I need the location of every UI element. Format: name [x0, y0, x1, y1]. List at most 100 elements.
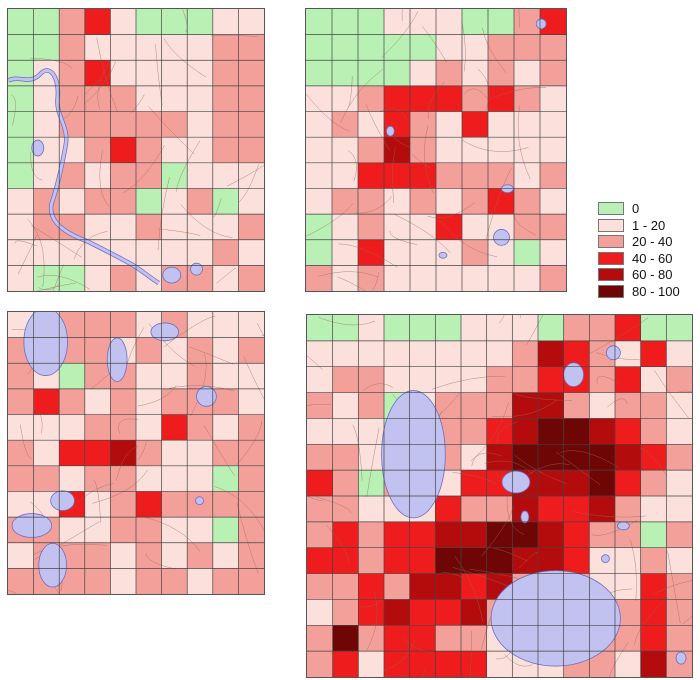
contour-line: [11, 94, 16, 126]
grid-cell: [332, 265, 359, 291]
lake: [438, 251, 448, 259]
grid-cell: [187, 214, 214, 241]
contour-line: [518, 551, 538, 569]
grid-cell: [540, 162, 566, 189]
contour-line: [337, 276, 366, 291]
grid-lines: [307, 315, 692, 677]
grid-cell: [212, 265, 239, 291]
grid-cell: [409, 599, 436, 626]
grid-cell: [615, 573, 641, 600]
grid-cell: [514, 265, 541, 291]
grid-cell: [486, 392, 513, 419]
lake: [150, 322, 180, 342]
grid-cell: [666, 599, 692, 626]
contour-line: [189, 346, 234, 365]
contour-line: [307, 355, 323, 370]
contour-line: [363, 383, 393, 391]
contour-line: [227, 164, 264, 187]
grid-cell: [187, 465, 214, 492]
legend-label: 20 - 40: [632, 234, 673, 250]
grid-cell: [332, 547, 359, 574]
grid-cell: [161, 137, 188, 164]
grid-cell: [238, 239, 264, 266]
grid-cell: [409, 651, 436, 677]
grid-cell: [436, 111, 463, 138]
contour-line: [315, 496, 352, 514]
legend-swatch: [598, 284, 624, 298]
grid-cell: [161, 568, 188, 594]
contour-line: [634, 596, 669, 645]
grid-cell: [238, 568, 264, 594]
grid-cell: [488, 188, 515, 215]
grid-cell: [161, 465, 188, 492]
grid-cell: [410, 214, 437, 241]
grid-cell: [84, 414, 111, 441]
grid-cell: [8, 542, 34, 569]
grid-cell: [187, 188, 214, 215]
grid-cell: [409, 573, 436, 600]
grid-cell: [187, 85, 214, 112]
contour-line: [14, 240, 37, 247]
grid-cell: [435, 340, 462, 368]
grid-cell: [238, 60, 264, 87]
grid-cell: [59, 188, 86, 215]
grid-cell: [306, 85, 333, 112]
grid-cell: [384, 85, 411, 112]
grid-cell: [212, 162, 239, 189]
lake: [38, 542, 67, 588]
grid-cell: [563, 315, 590, 342]
grid-lines: [8, 9, 264, 291]
grid-cell: [486, 496, 513, 523]
contour-line: [306, 93, 349, 132]
contour-line: [307, 495, 324, 501]
contour-line: [352, 424, 363, 481]
grid-cell: [238, 265, 264, 291]
grid-cell: [358, 137, 385, 164]
lake: [195, 496, 204, 506]
grid-cell: [84, 440, 111, 467]
contour-line: [145, 553, 176, 570]
grid-cell: [238, 188, 264, 215]
grid-cell: [384, 214, 411, 241]
contour-line: [482, 27, 507, 74]
contour-line: [36, 282, 76, 291]
grid-cell: [615, 625, 641, 652]
grid-lines: [306, 9, 566, 291]
grid-cell: [187, 111, 214, 138]
grid-cell: [187, 162, 214, 189]
contour-line: [122, 145, 165, 194]
grid-cell: [589, 315, 616, 342]
contour-line: [392, 147, 396, 203]
grid-cell: [409, 315, 436, 342]
contour-line: [169, 385, 235, 392]
contour-line: [355, 196, 393, 214]
grid-cell: [358, 521, 385, 549]
grid-cell: [306, 137, 333, 164]
grid-cell: [540, 34, 566, 61]
grid-cell: [307, 366, 333, 393]
grid-cell: [384, 340, 410, 368]
grid-cell: [332, 444, 359, 471]
grid-cell: [161, 363, 188, 390]
grid-cell: [8, 491, 34, 518]
grid-cell: [640, 470, 667, 497]
contour-line: [383, 639, 416, 671]
grid-cell: [486, 547, 513, 574]
grid-cell: [512, 418, 539, 445]
grid-cell: [59, 388, 86, 415]
grid-cell: [59, 9, 86, 35]
grid-lines: [8, 312, 264, 594]
grid-cell: [358, 418, 385, 445]
grid-cell: [540, 60, 566, 87]
grid-cell: [435, 547, 462, 574]
grid-cell: [161, 440, 188, 467]
grid-cell: [8, 568, 34, 594]
grid-cell: [307, 470, 333, 497]
lake: [493, 229, 510, 246]
grid-cell: [332, 418, 359, 445]
grid-cell: [187, 414, 214, 441]
grid-cell: [212, 111, 239, 138]
grid-cell: [410, 34, 437, 61]
grid-cell: [59, 440, 86, 467]
grid-cell: [187, 363, 214, 390]
